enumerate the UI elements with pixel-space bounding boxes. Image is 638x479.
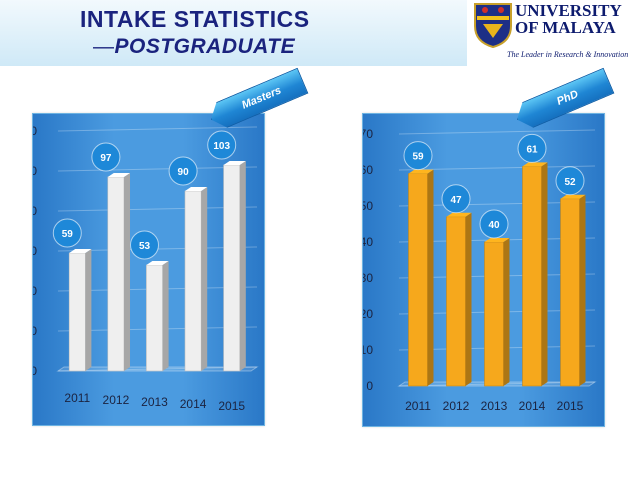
- title-dash: —: [93, 35, 115, 58]
- crest-icon: [474, 3, 512, 48]
- x-tick-label: 2012: [103, 393, 130, 407]
- y-tick-label: 100: [33, 164, 37, 178]
- x-tick-label: 2013: [481, 399, 508, 413]
- data-label-bubble: [403, 141, 433, 171]
- y-tick-label: 40: [363, 235, 373, 249]
- data-label: 103: [213, 141, 230, 152]
- data-label-bubble: [207, 130, 237, 160]
- x-tick-label: 2015: [218, 399, 245, 413]
- y-tick-label: 120: [33, 124, 37, 138]
- bar-2015: [560, 194, 586, 387]
- phd-bar-chart: 0 10 20 30 40 50 60 70 2011 59 2012 47 2013 40 2014 61 2…: [363, 127, 597, 413]
- data-label: 61: [526, 144, 538, 155]
- data-label: 97: [100, 153, 112, 164]
- data-label-bubble: [441, 184, 471, 214]
- y-tick-label: 20: [33, 324, 37, 338]
- y-tick-label: 80: [33, 204, 37, 218]
- x-tick-label: 2014: [519, 399, 546, 413]
- y-tick-label: 40: [33, 284, 37, 298]
- bar-2014: [522, 162, 548, 387]
- data-label-bubble: [168, 156, 198, 186]
- data-label-bubble: [555, 166, 585, 196]
- university-logo: [467, 0, 638, 66]
- gridline: [57, 126, 258, 132]
- masters-banner-label: Masters: [240, 84, 284, 112]
- masters-bar-chart: 0 20 40 60 80 100 120 2011 59 2012 97 2013 53 2014 90 2…: [33, 124, 259, 413]
- bar-2012: [107, 173, 131, 372]
- bar-2011: [68, 249, 92, 372]
- x-tick-label: 2012: [443, 399, 470, 413]
- masters-chart-panel: 0 20 40 60 80 100 120 2011 59 2012 97 2013 53 2014 90 2…: [32, 113, 265, 426]
- y-tick-label: 60: [33, 244, 37, 258]
- slide-title: INTAKE STATISTICS: [80, 6, 310, 32]
- data-label: 40: [488, 220, 500, 231]
- y-tick-label: 0: [33, 364, 37, 378]
- bar-2013: [146, 261, 169, 372]
- x-tick-label: 2013: [141, 395, 168, 409]
- x-tick-label: 2011: [64, 391, 90, 405]
- data-label: 90: [178, 167, 190, 178]
- bar-2011: [408, 169, 434, 387]
- y-tick-label: 30: [363, 271, 373, 285]
- data-label-bubble: [479, 209, 509, 239]
- x-tick-label: 2015: [557, 399, 584, 413]
- data-label-bubble: [130, 230, 159, 260]
- x-tick-label: 2011: [405, 399, 431, 413]
- phd-banner-label: PhD: [555, 88, 581, 108]
- university-name-line1: UNIVERSITY: [515, 1, 622, 20]
- gridline: [398, 129, 596, 135]
- y-tick-label: 50: [363, 199, 373, 213]
- university-name: UNIVERSITY OF MALAYA: [515, 2, 622, 36]
- slide-subtitle: —POSTGRADUATE: [93, 35, 295, 59]
- subtitle-text: POSTGRADUATE: [114, 35, 296, 58]
- gridline: [398, 165, 596, 171]
- bar-2013: [484, 238, 510, 387]
- bar-2012: [446, 212, 472, 387]
- y-tick-label: 20: [363, 307, 373, 321]
- x-tick-label: 2014: [180, 397, 207, 411]
- data-label-bubble: [52, 218, 82, 248]
- university-name-line2: OF MALAYA: [515, 18, 616, 37]
- y-tick-label: 0: [366, 379, 373, 393]
- data-label-bubble: [517, 133, 547, 163]
- data-label: 53: [139, 241, 151, 252]
- university-tagline: The Leader in Research & Innovation: [507, 50, 629, 59]
- data-label: 47: [450, 195, 462, 206]
- y-tick-label: 70: [363, 127, 373, 141]
- y-tick-label: 10: [363, 343, 373, 357]
- bar-2015: [223, 161, 246, 372]
- bar-2014: [184, 187, 208, 372]
- data-label: 52: [564, 177, 576, 188]
- y-tick-label: 60: [363, 163, 373, 177]
- slide-header: INTAKE STATISTICS —POSTGRADUATE UNIVERSI…: [0, 0, 638, 66]
- data-label: 59: [62, 229, 74, 240]
- data-label: 59: [412, 152, 424, 163]
- phd-chart-panel: 0 10 20 30 40 50 60 70 2011 59 2012 47 2013 40 2014 61 2…: [362, 113, 605, 427]
- data-label-bubble: [91, 142, 121, 172]
